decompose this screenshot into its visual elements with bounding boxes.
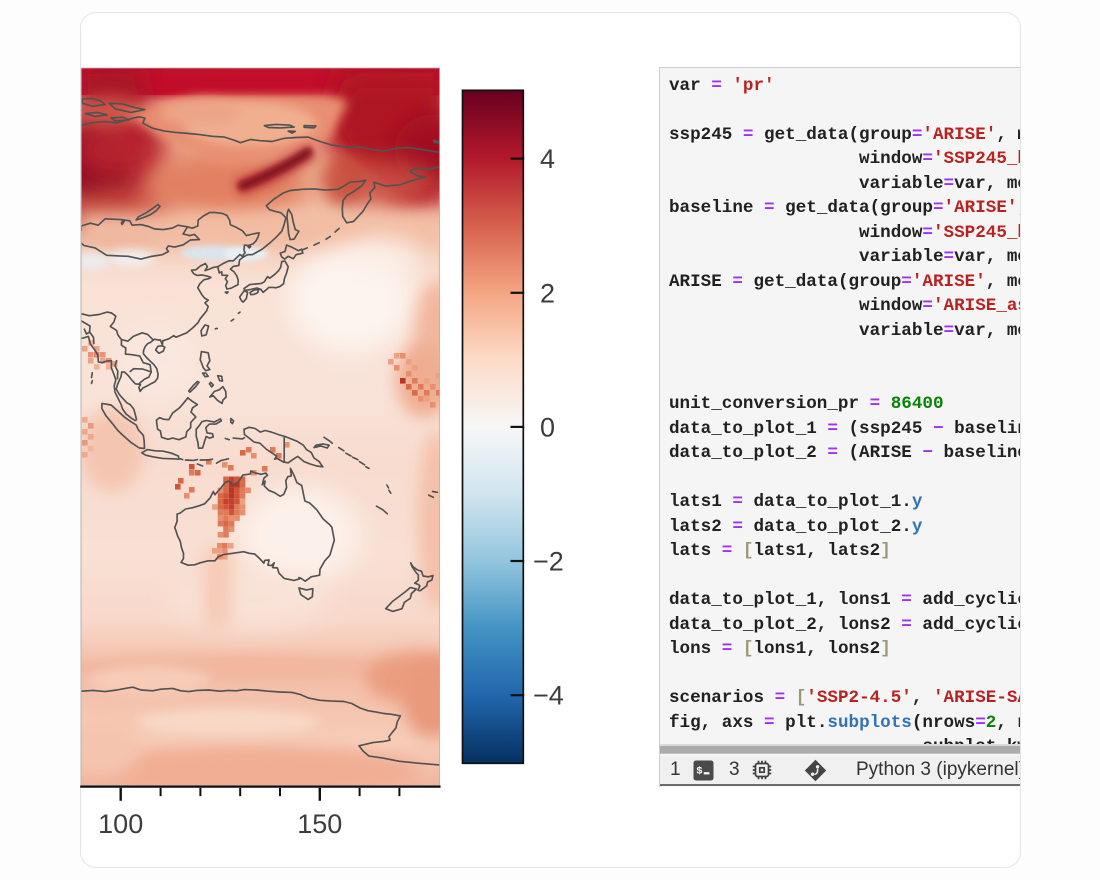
svg-text:0: 0 — [540, 412, 555, 442]
svg-text:−4: −4 — [533, 681, 564, 711]
svg-text:4: 4 — [540, 144, 555, 174]
svg-text:100: 100 — [98, 809, 143, 839]
svg-text:2: 2 — [540, 278, 555, 308]
svg-text:150: 150 — [297, 809, 342, 839]
svg-text:$: $ — [696, 765, 702, 777]
svg-text:−2: −2 — [533, 547, 564, 577]
